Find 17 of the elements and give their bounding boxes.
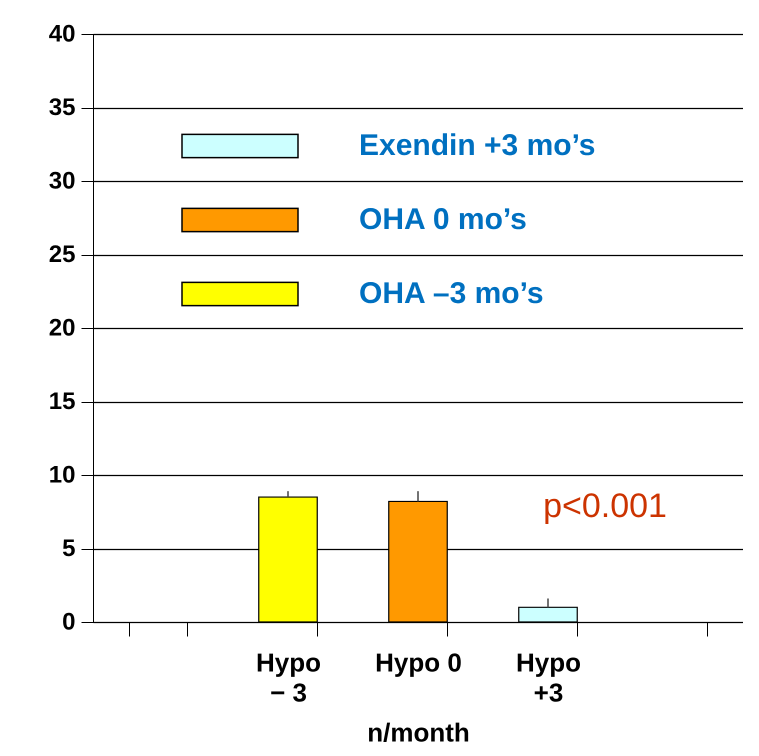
y-tick-label: 20 <box>48 314 76 342</box>
x-tick-label: Hypo 0 <box>375 648 462 678</box>
legend-label: OHA –3 mo’s <box>359 277 544 310</box>
y-tick-label: 25 <box>48 241 76 268</box>
y-tick-label: 10 <box>48 462 76 488</box>
y-tick-label: 40 <box>48 20 76 48</box>
legend-label: OHA 0 mo’s <box>359 203 527 236</box>
x-tick-label: Hypo − 3 <box>256 648 321 708</box>
y-tick-label: 5 <box>62 535 76 562</box>
y-tick-label: 30 <box>48 168 76 194</box>
y-tick-label: 15 <box>48 388 76 415</box>
x-tick-label: Hypo +3 <box>516 648 581 708</box>
y-tick-label: 35 <box>48 94 76 121</box>
x-axis-title: n/month <box>367 718 470 748</box>
annotation: p<0.001 <box>543 487 667 525</box>
y-tick-label: 0 <box>62 608 76 636</box>
legend-label: Exendin +3 mo’s <box>359 129 596 162</box>
